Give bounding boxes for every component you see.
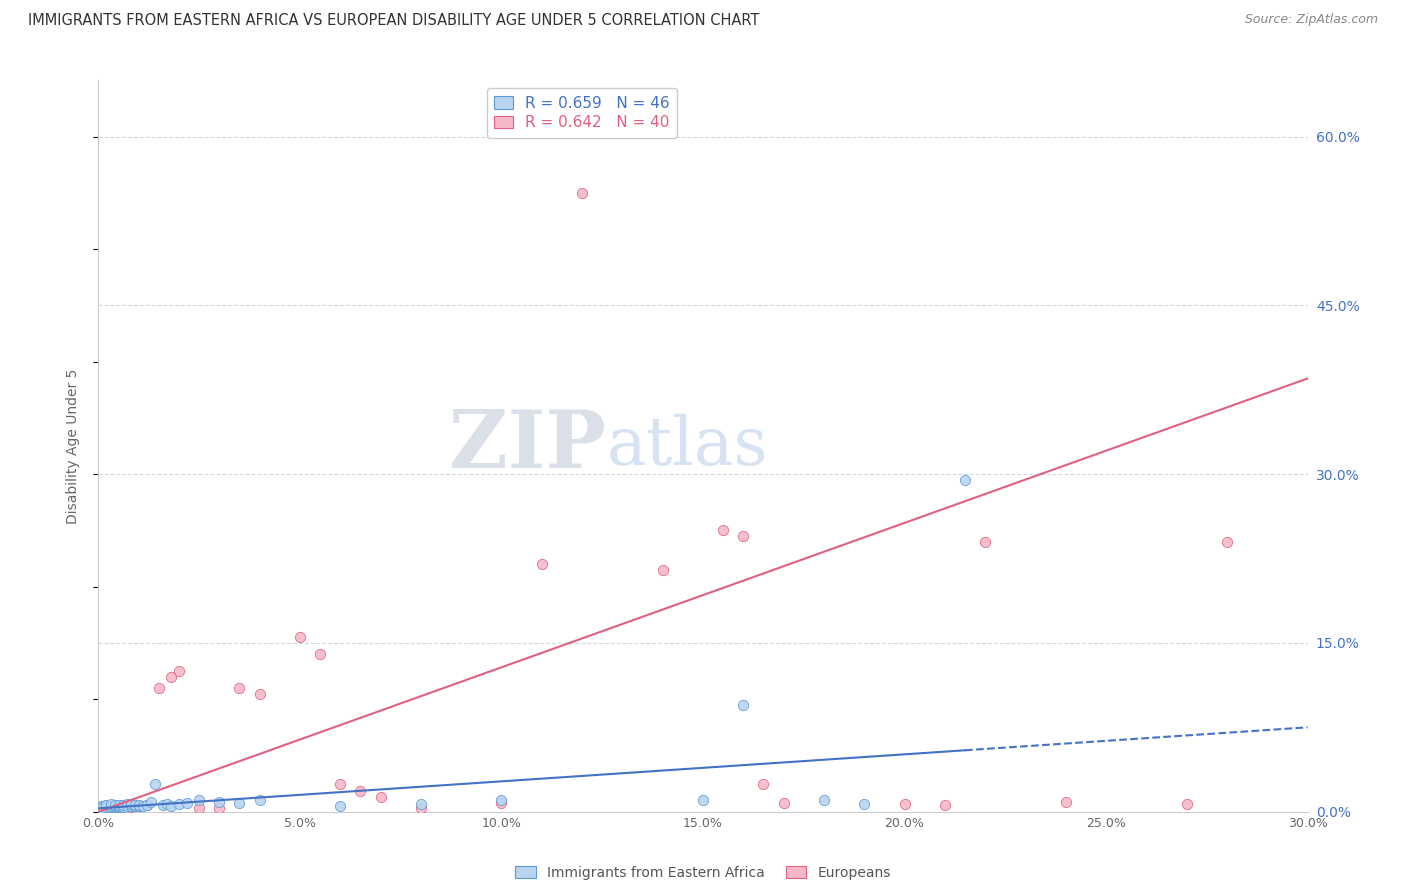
Text: ZIP: ZIP	[450, 407, 606, 485]
Point	[100, 800, 122, 814]
Point	[156, 797, 179, 811]
Point	[100, 797, 122, 811]
Point	[329, 799, 352, 814]
Point	[135, 797, 157, 812]
Point	[128, 799, 150, 814]
Point	[176, 796, 198, 810]
Point	[124, 799, 146, 814]
Point	[148, 681, 170, 695]
Point	[228, 681, 250, 695]
Point	[208, 795, 231, 809]
Point	[228, 796, 250, 810]
Point	[115, 799, 138, 814]
Point	[167, 797, 190, 811]
Point	[249, 793, 271, 807]
Point	[288, 630, 311, 644]
Point	[1054, 795, 1077, 809]
Point	[128, 799, 150, 814]
Point	[91, 799, 114, 814]
Point	[733, 698, 755, 712]
Point	[160, 670, 183, 684]
Point	[132, 799, 155, 814]
Point	[100, 799, 122, 814]
Text: atlas: atlas	[606, 413, 768, 479]
Point	[120, 800, 142, 814]
Point	[953, 473, 976, 487]
Point	[530, 557, 553, 571]
Point	[329, 776, 352, 790]
Point	[89, 800, 111, 814]
Point	[160, 799, 183, 814]
Point	[115, 799, 138, 814]
Point	[813, 793, 835, 807]
Point	[111, 797, 134, 812]
Point	[188, 801, 211, 815]
Point	[103, 799, 125, 814]
Point	[370, 790, 392, 805]
Point	[120, 797, 142, 811]
Point	[711, 524, 734, 538]
Point	[934, 797, 956, 812]
Point	[107, 799, 129, 814]
Point	[752, 776, 775, 790]
Point	[96, 799, 118, 814]
Point	[111, 797, 134, 812]
Point	[152, 797, 174, 812]
Point	[115, 797, 138, 811]
Point	[692, 793, 714, 807]
Point	[103, 797, 125, 812]
Point	[89, 801, 111, 815]
Point	[208, 801, 231, 815]
Point	[128, 797, 150, 812]
Point	[139, 795, 162, 809]
Point	[1175, 797, 1198, 811]
Point	[107, 800, 129, 814]
Point	[135, 797, 157, 812]
Point	[91, 799, 114, 814]
Point	[167, 664, 190, 678]
Point	[124, 797, 146, 812]
Point	[249, 687, 271, 701]
Text: Source: ZipAtlas.com: Source: ZipAtlas.com	[1244, 13, 1378, 27]
Point	[893, 797, 915, 811]
Point	[853, 797, 876, 811]
Point	[1216, 534, 1239, 549]
Text: IMMIGRANTS FROM EASTERN AFRICA VS EUROPEAN DISABILITY AGE UNDER 5 CORRELATION CH: IMMIGRANTS FROM EASTERN AFRICA VS EUROPE…	[28, 13, 759, 29]
Y-axis label: Disability Age Under 5: Disability Age Under 5	[66, 368, 80, 524]
Point	[571, 186, 593, 200]
Point	[651, 563, 673, 577]
Point	[111, 800, 134, 814]
Point	[96, 800, 118, 814]
Point	[107, 797, 129, 812]
Point	[91, 801, 114, 815]
Point	[96, 797, 118, 812]
Point	[772, 796, 794, 810]
Point	[409, 797, 432, 811]
Point	[96, 800, 118, 814]
Point	[96, 797, 118, 812]
Point	[409, 801, 432, 815]
Legend: Immigrants from Eastern Africa, Europeans: Immigrants from Eastern Africa, European…	[509, 860, 897, 885]
Point	[188, 793, 211, 807]
Point	[349, 784, 371, 798]
Point	[309, 647, 332, 661]
Point	[974, 534, 997, 549]
Point	[103, 800, 125, 814]
Point	[100, 800, 122, 814]
Point	[107, 800, 129, 814]
Point	[143, 776, 166, 790]
Point	[100, 799, 122, 814]
Point	[103, 799, 125, 814]
Point	[491, 796, 513, 810]
Point	[120, 799, 142, 814]
Point	[733, 529, 755, 543]
Point	[491, 793, 513, 807]
